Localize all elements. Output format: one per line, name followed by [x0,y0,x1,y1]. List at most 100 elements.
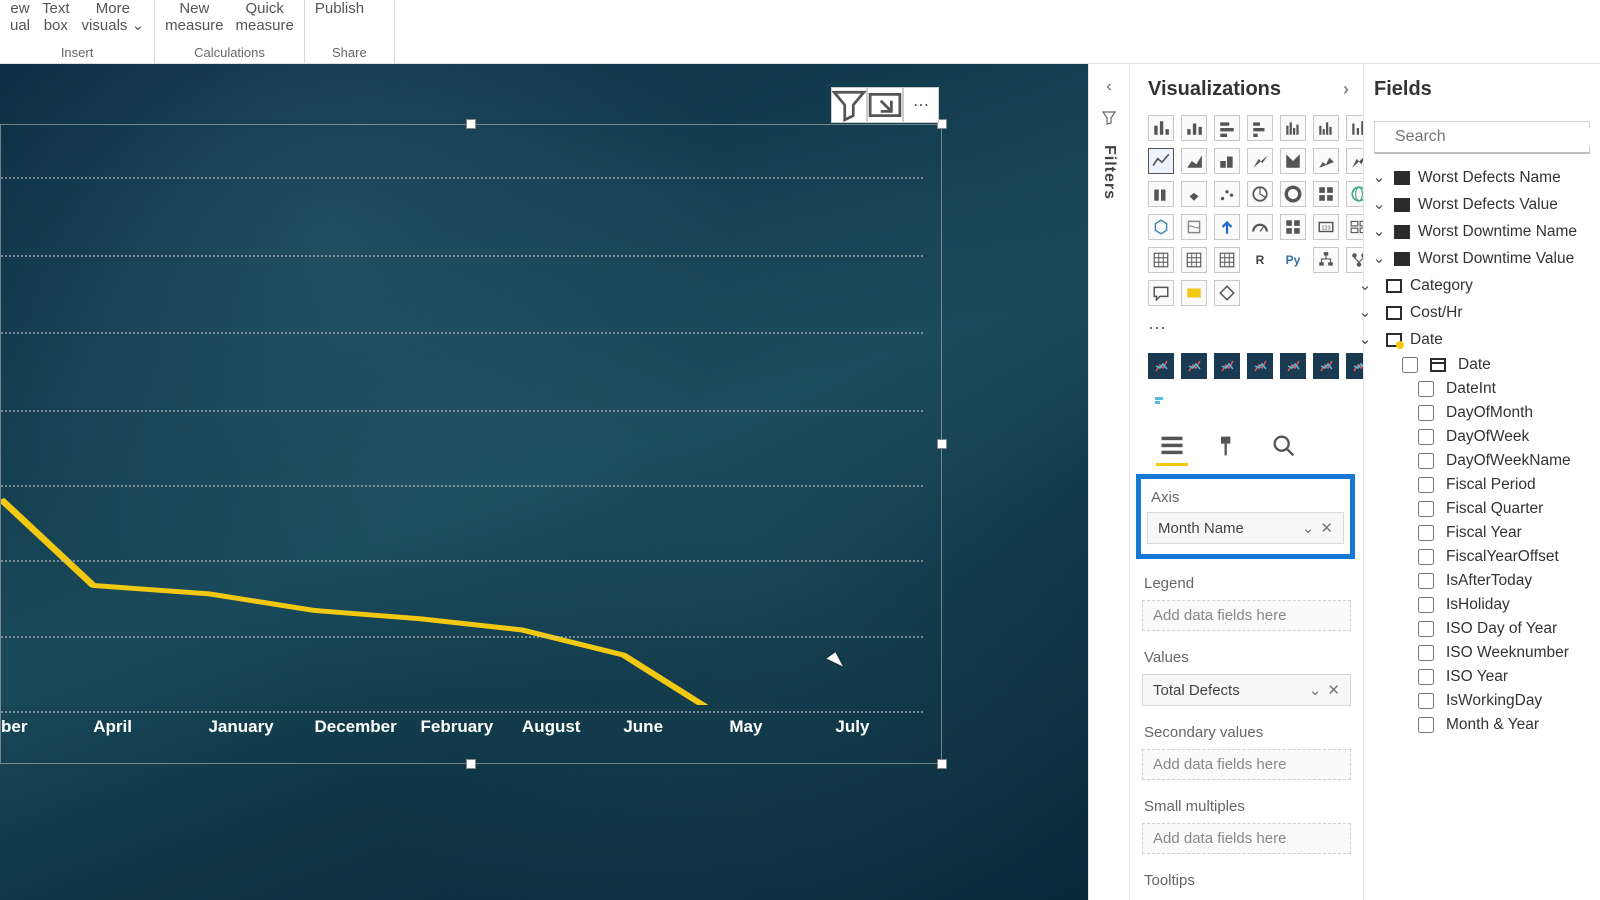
custom-viz-icon[interactable] [1313,353,1339,379]
table-row[interactable]: ⌄Category [1364,272,1600,299]
field-row[interactable]: IsWorkingDay [1364,689,1600,713]
field-row[interactable]: Fiscal Quarter [1364,497,1600,521]
field-row[interactable]: Fiscal Year [1364,521,1600,545]
viz-type-icon[interactable] [1313,148,1339,174]
filters-pane-collapsed[interactable]: ‹ Filters [1088,64,1130,900]
viz-type-icon[interactable] [1346,115,1364,141]
custom-viz-icon[interactable] [1247,353,1273,379]
viz-type-icon[interactable] [1181,115,1207,141]
viz-type-icon[interactable] [1148,148,1174,174]
table-row[interactable]: ⌄Worst Downtime Value [1364,245,1600,272]
field-row[interactable]: IsHoliday [1364,593,1600,617]
viz-type-icon[interactable] [1346,247,1364,273]
viz-type-icon[interactable]: Py [1280,247,1306,273]
custom-viz-icon[interactable] [1148,386,1174,412]
field-checkbox[interactable] [1418,597,1434,613]
legend-drop[interactable]: Add data fields here [1142,600,1351,631]
viz-type-icon[interactable] [1181,214,1207,240]
chevron-right-icon[interactable]: ⌄ [1358,276,1372,295]
viz-type-icon[interactable] [1346,181,1364,207]
field-checkbox[interactable] [1418,573,1434,589]
field-row[interactable]: IsAfterToday [1364,569,1600,593]
field-row[interactable]: Fiscal Period [1364,473,1600,497]
viz-type-icon[interactable] [1214,214,1240,240]
remove-icon[interactable]: ✕ [1320,519,1333,537]
resize-handle-top[interactable] [466,119,476,129]
viz-type-icon[interactable] [1280,148,1306,174]
resize-handle-bottomright[interactable] [937,759,947,769]
field-checkbox[interactable] [1418,453,1434,469]
chevron-down-icon[interactable]: ⌄ [1372,195,1386,214]
custom-viz-icon[interactable] [1214,353,1240,379]
viz-type-icon[interactable] [1148,115,1174,141]
viz-type-icon[interactable] [1247,181,1273,207]
remove-icon[interactable]: ✕ [1327,681,1340,699]
table-row[interactable]: ⌄Worst Defects Value [1364,191,1600,218]
field-row[interactable]: DayOfMonth [1364,401,1600,425]
viz-type-icon[interactable] [1313,115,1339,141]
chevron-down-icon[interactable]: ⌄ [1372,168,1386,187]
ribbon-btn-publish[interactable]: Publish [315,0,364,17]
analytics-tab-icon[interactable] [1270,432,1298,460]
ribbon-btn-quickmeasure[interactable]: Quick measure [236,0,294,35]
focus-icon[interactable] [867,87,903,123]
chevron-down-icon[interactable]: ⌄ [1302,519,1315,537]
resize-handle-bottom[interactable] [466,759,476,769]
viz-type-icon[interactable] [1148,247,1174,273]
field-checkbox[interactable] [1418,525,1434,541]
custom-viz-icon[interactable] [1181,353,1207,379]
resize-handle-right[interactable] [937,439,947,449]
field-row[interactable]: ISO Weeknumber [1364,641,1600,665]
viz-type-icon[interactable]: 123 [1313,214,1339,240]
viz-type-icon[interactable] [1280,214,1306,240]
field-checkbox[interactable] [1418,693,1434,709]
ribbon-btn-morevisuals[interactable]: More visuals ⌄ [82,0,145,35]
table-row[interactable]: ⌄Cost/Hr [1364,299,1600,326]
filters-icon[interactable] [1101,110,1117,131]
field-checkbox[interactable] [1418,405,1434,421]
chevron-down-icon[interactable]: ⌄ [1358,330,1372,349]
viz-type-icon[interactable] [1181,148,1207,174]
chevron-right-icon[interactable]: › [1343,79,1349,100]
field-checkbox[interactable] [1418,477,1434,493]
viz-type-icon[interactable] [1181,247,1207,273]
viz-type-icon[interactable] [1280,181,1306,207]
axis-well-item[interactable]: Month Name ⌄✕ [1147,512,1344,544]
viz-type-icon[interactable] [1181,181,1207,207]
viz-type-icon[interactable] [1280,115,1306,141]
custom-viz-icon[interactable] [1280,353,1306,379]
viz-type-icon[interactable] [1148,214,1174,240]
field-row[interactable]: FiscalYearOffset [1364,545,1600,569]
viz-type-icon[interactable]: R [1247,247,1273,273]
viz-type-icon[interactable] [1148,280,1174,306]
field-row[interactable]: DateInt [1364,377,1600,401]
more-visuals-icon[interactable]: ⋯ [1130,314,1363,343]
viz-type-icon[interactable] [1346,214,1364,240]
fields-search[interactable] [1374,121,1590,154]
viz-type-icon[interactable] [1313,247,1339,273]
line-chart[interactable] [1,149,923,705]
viz-type-icon[interactable] [1214,181,1240,207]
table-row[interactable]: ⌄Worst Defects Name [1364,164,1600,191]
report-canvas[interactable]: ⋯ berAprilJanuaryDecemberFebruaryAugustJ… [0,64,1088,900]
viz-type-icon[interactable] [1214,148,1240,174]
chevron-down-icon[interactable]: ⌄ [1372,249,1386,268]
field-checkbox[interactable] [1418,621,1434,637]
viz-type-icon[interactable] [1247,214,1273,240]
ribbon-btn-newmeasure[interactable]: New measure [165,0,223,35]
field-row[interactable]: Date [1364,353,1600,377]
visual-frame[interactable]: ⋯ berAprilJanuaryDecemberFebruaryAugustJ… [0,124,942,764]
ribbon-btn-newvisual[interactable]: ew ual [10,0,30,35]
table-row-expanded[interactable]: ⌄Date [1364,326,1600,353]
custom-viz-icon[interactable] [1346,353,1364,379]
search-input[interactable] [1395,128,1600,146]
field-row[interactable]: DayOfWeekName [1364,449,1600,473]
viz-type-icon[interactable] [1346,148,1364,174]
viz-type-icon[interactable] [1313,181,1339,207]
viz-type-icon[interactable] [1247,148,1273,174]
field-checkbox[interactable] [1418,501,1434,517]
chevron-left-icon[interactable]: ‹ [1106,78,1111,96]
viz-type-icon[interactable] [1214,280,1240,306]
viz-type-icon[interactable] [1181,280,1207,306]
table-row[interactable]: ⌄Worst Downtime Name [1364,218,1600,245]
